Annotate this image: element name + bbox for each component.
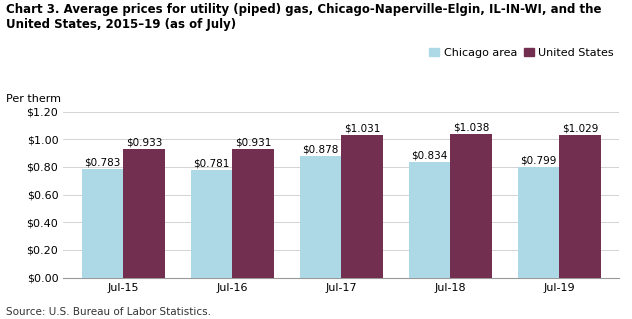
Bar <box>518 167 559 278</box>
Bar <box>82 169 123 278</box>
Text: $1.029: $1.029 <box>562 124 599 134</box>
Bar <box>341 135 383 278</box>
Text: Source: U.S. Bureau of Labor Statistics.: Source: U.S. Bureau of Labor Statistics. <box>6 308 211 317</box>
Text: $1.038: $1.038 <box>453 123 489 133</box>
Bar <box>232 149 274 278</box>
Bar <box>191 170 232 278</box>
Bar <box>451 134 492 278</box>
Text: Per therm: Per therm <box>6 94 61 104</box>
Text: $1.031: $1.031 <box>344 124 380 134</box>
Text: $0.933: $0.933 <box>126 137 162 147</box>
Bar <box>123 149 164 278</box>
Text: $0.878: $0.878 <box>302 145 339 155</box>
Bar <box>409 162 451 278</box>
Bar <box>300 156 341 278</box>
Text: $0.834: $0.834 <box>411 151 448 161</box>
Text: $0.783: $0.783 <box>84 158 121 168</box>
Bar <box>559 135 601 278</box>
Text: $0.799: $0.799 <box>521 156 557 166</box>
Text: Chart 3. Average prices for utility (piped) gas, Chicago-Naperville-Elgin, IL-IN: Chart 3. Average prices for utility (pip… <box>6 3 602 31</box>
Text: $0.781: $0.781 <box>193 158 229 168</box>
Legend: Chicago area, United States: Chicago area, United States <box>429 48 614 58</box>
Text: $0.931: $0.931 <box>234 137 271 147</box>
